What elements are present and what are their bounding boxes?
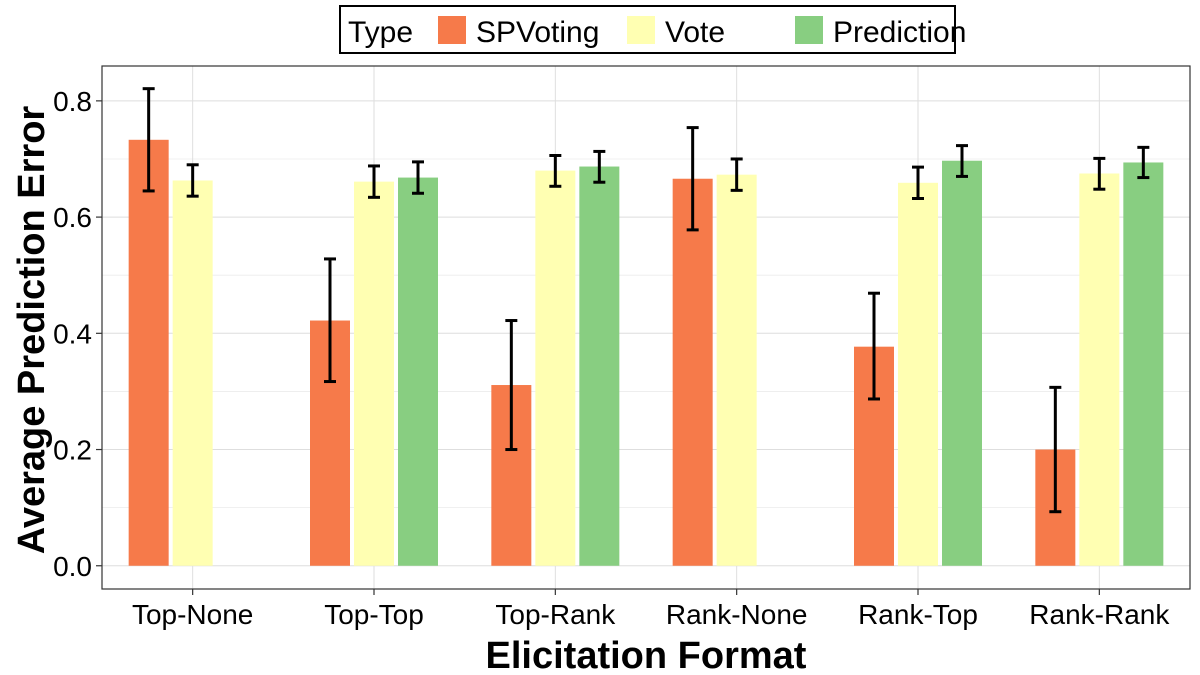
bar-vote <box>354 181 394 566</box>
legend-swatch-prediction <box>795 16 823 44</box>
legend-swatch-spvoting <box>438 16 466 44</box>
bar-vote <box>716 174 757 566</box>
x-tick-label: Rank-Top <box>858 599 978 630</box>
x-tick-label: Rank-Rank <box>1029 599 1170 630</box>
error-bars <box>142 87 1150 514</box>
plot-panel-border <box>101 65 1191 590</box>
legend-label-spvoting: SPVoting <box>476 16 599 49</box>
bar-vote <box>1079 173 1120 566</box>
legend-label-prediction: Prediction <box>833 16 966 49</box>
bar-prediction <box>398 177 438 566</box>
y-tick-label: 0.4 <box>53 318 92 349</box>
axis-ticks: 0.0 0.2 0.4 0.6 0.8 Top-None Top-Top Top-Rank Ra… <box>53 86 1170 630</box>
legend-swatch-vote <box>627 16 655 44</box>
bar-prediction <box>579 166 620 566</box>
legend-items: SPVoting Vote Prediction <box>438 16 966 49</box>
bar-prediction <box>942 160 982 566</box>
legend: Type SPVoting Vote Prediction <box>339 5 966 54</box>
legend-title: Type <box>348 16 413 49</box>
bar-spvoting <box>128 139 169 566</box>
bar-vote <box>172 180 213 566</box>
x-tick-label: Top-Rank <box>495 599 616 630</box>
y-tick-label: 0.0 <box>53 551 92 582</box>
x-tick-label: Top-None <box>132 599 253 630</box>
grid-lines <box>102 66 1190 589</box>
y-tick-label: 0.8 <box>53 86 92 117</box>
x-tick-label: Rank-None <box>666 599 808 630</box>
legend-label-vote: Vote <box>665 16 725 49</box>
y-axis-title: Average Prediction Error <box>11 106 53 555</box>
x-tick-label: Top-Top <box>324 599 424 630</box>
x-axis-title: Elicitation Format <box>486 635 807 675</box>
bar-vote <box>898 182 938 566</box>
bar-vote <box>535 170 576 566</box>
y-tick-label: 0.2 <box>53 435 92 466</box>
bar-spvoting <box>672 178 713 566</box>
bars <box>128 139 1164 566</box>
bar-prediction <box>1123 162 1164 566</box>
y-tick-label: 0.6 <box>53 202 92 233</box>
